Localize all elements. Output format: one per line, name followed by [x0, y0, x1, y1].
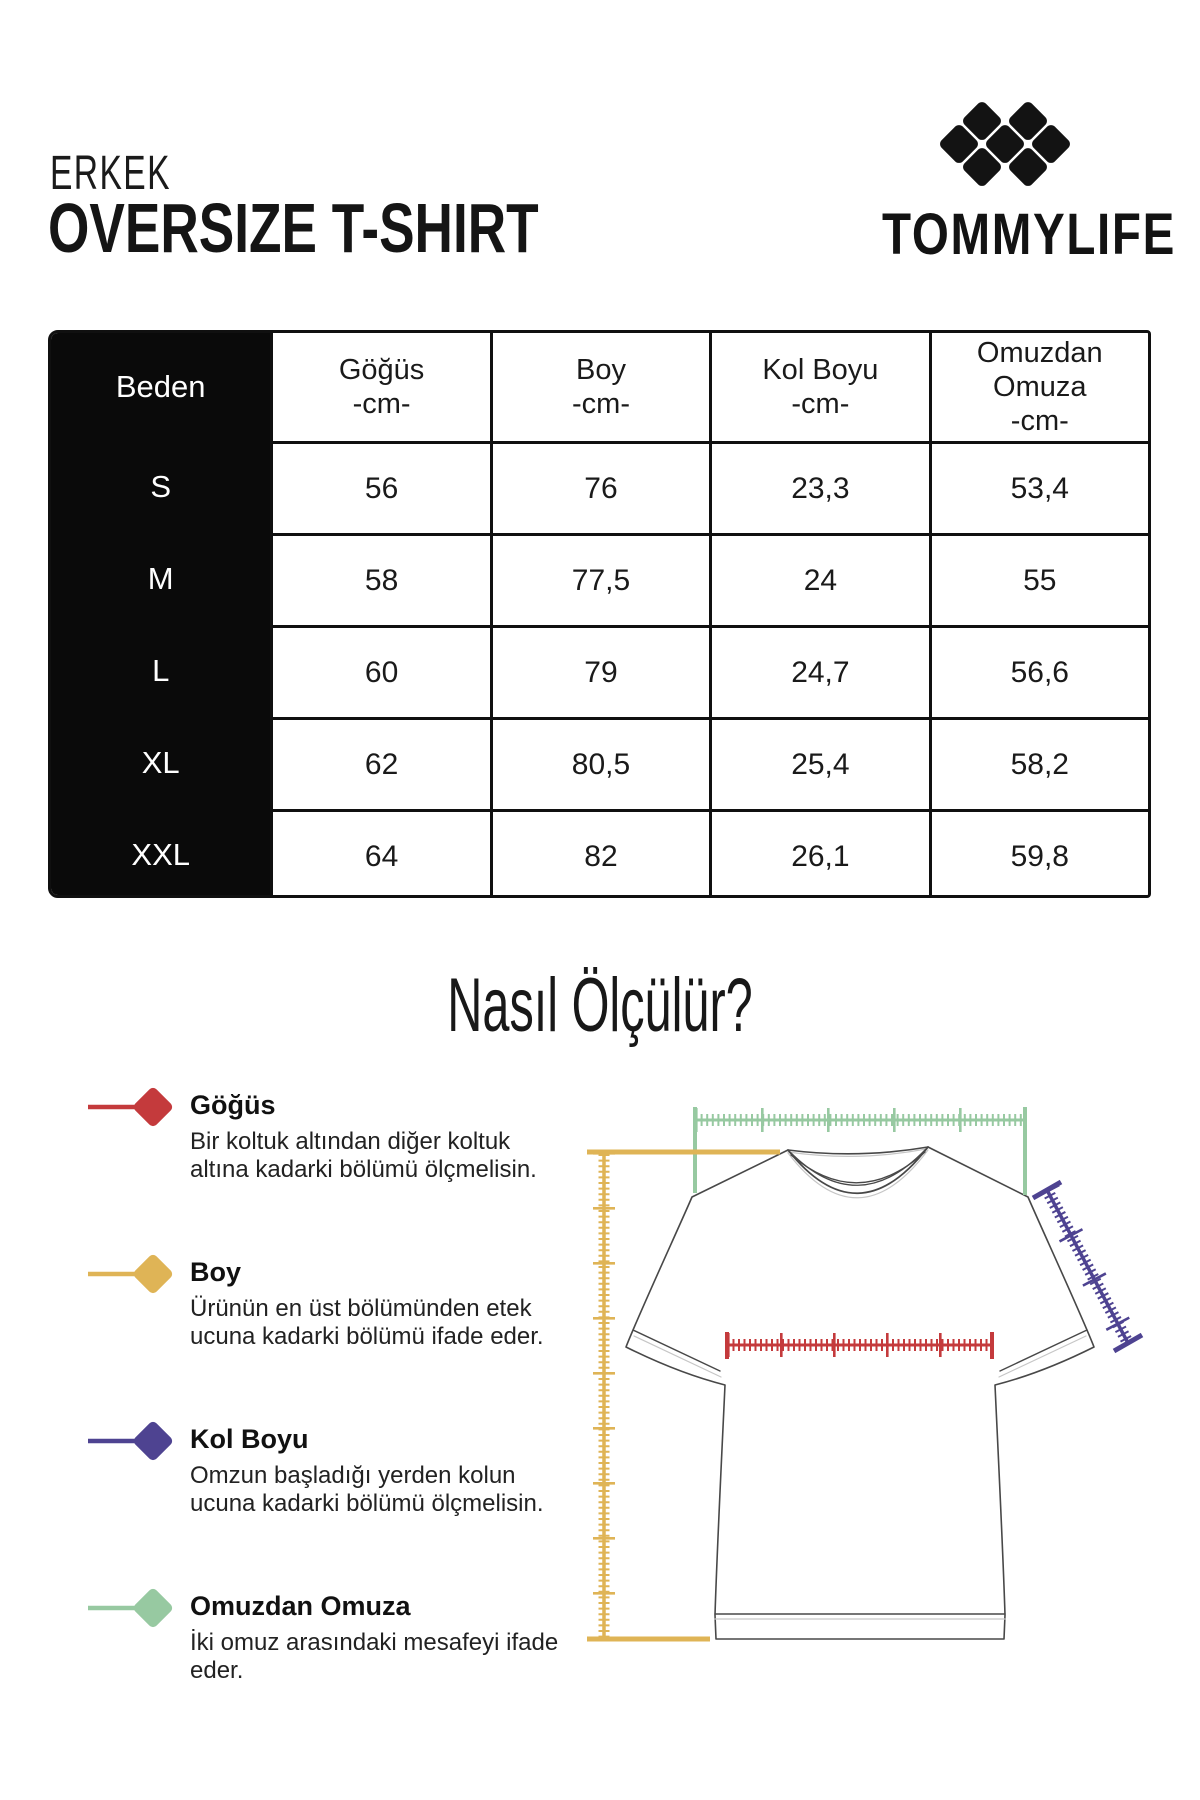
table-cell: 60: [270, 625, 490, 717]
tommylife-diamonds-logo-icon: [940, 102, 1070, 186]
table-cell: 62: [270, 717, 490, 809]
sleeve-diamond-icon: [88, 1421, 173, 1461]
legend-title: Boy: [190, 1257, 242, 1287]
table-cell: 25,4: [709, 717, 929, 809]
legend-item-omuzdan-omuza: Omuzdan Omuza İki omuz arasındaki mesafe…: [88, 1588, 566, 1685]
row-header-s: S: [51, 441, 271, 533]
legend-description: Bir koltuk altından diğer koltuk altına …: [190, 1128, 537, 1183]
length-diamond-icon: [88, 1254, 173, 1294]
column-header-boy: Boy -cm-: [489, 333, 710, 441]
tshirt-outline: [625, 1146, 1095, 1640]
chest-diamond-icon: [88, 1087, 173, 1127]
chest-ruler: [725, 1332, 994, 1359]
legend-description: İki omuz arasındaki mesafeyi ifade eder.: [190, 1629, 559, 1684]
legend-item-gogus: Göğüs Bir koltuk altından diğer koltuk a…: [88, 1087, 566, 1184]
size-table: Beden Göğüs -cm- Boy -cm- Kol Boyu -cm- …: [48, 330, 1151, 898]
brand-block: TOMMYLIFE: [855, 95, 1176, 268]
row-header-m: M: [51, 533, 271, 625]
table-cell: 82: [489, 809, 710, 895]
category-label: ERKEK: [50, 147, 171, 200]
column-header-kol-boyu: Kol Boyu -cm-: [709, 333, 929, 441]
table-cell: 76: [489, 441, 710, 533]
row-header-l: L: [51, 625, 271, 717]
row-header-xl: XL: [51, 717, 271, 809]
legend-item-kol-boyu: Kol Boyu Omzun başladığı yerden kolun uc…: [88, 1421, 566, 1518]
sleeve-ruler: [1031, 1179, 1144, 1354]
column-header-omuzdan-omuza: Omuzdan Omuza -cm-: [928, 333, 1148, 441]
legend-title: Omuzdan Omuza: [190, 1591, 411, 1621]
table-cell: 64: [270, 809, 490, 895]
table-cell: 24,7: [709, 625, 929, 717]
table-cell: 24: [709, 533, 929, 625]
legend-title: Göğüs: [190, 1090, 276, 1120]
table-cell: 77,5: [489, 533, 710, 625]
product-title: OVERSIZE T-SHIRT: [48, 189, 539, 267]
shoulder-diamond-icon: [88, 1588, 173, 1628]
table-cell: 80,5: [489, 717, 710, 809]
tshirt-measurement-diagram: [587, 1107, 1144, 1642]
table-cell: 56,6: [928, 625, 1148, 717]
table-cell: 59,8: [928, 809, 1148, 895]
table-cell: 58,2: [928, 717, 1148, 809]
table-cell: 53,4: [928, 441, 1148, 533]
how-to-measure-title: Nasıl Ölçülür?: [447, 963, 753, 1048]
table-cell: 79: [489, 625, 710, 717]
brand-name: TOMMYLIFE: [882, 202, 1176, 267]
legend-description: Omzun başladığı yerden kolun ucuna kadar…: [190, 1462, 544, 1517]
length-ruler: [587, 1149, 780, 1642]
table-corner-header: Beden: [51, 333, 271, 441]
legend-title: Kol Boyu: [190, 1424, 309, 1454]
table-cell: 58: [270, 533, 490, 625]
table-cell: 26,1: [709, 809, 929, 895]
row-header-xxl: XXL: [51, 809, 271, 895]
column-header-gogus: Göğüs -cm-: [270, 333, 490, 441]
table-cell: 56: [270, 441, 490, 533]
legend-item-boy: Boy Ürünün en üst bölümünden etek ucuna …: [88, 1254, 566, 1351]
legend-description: Ürünün en üst bölümünden etek ucuna kada…: [190, 1295, 544, 1350]
table-cell: 55: [928, 533, 1148, 625]
table-cell: 23,3: [709, 441, 929, 533]
